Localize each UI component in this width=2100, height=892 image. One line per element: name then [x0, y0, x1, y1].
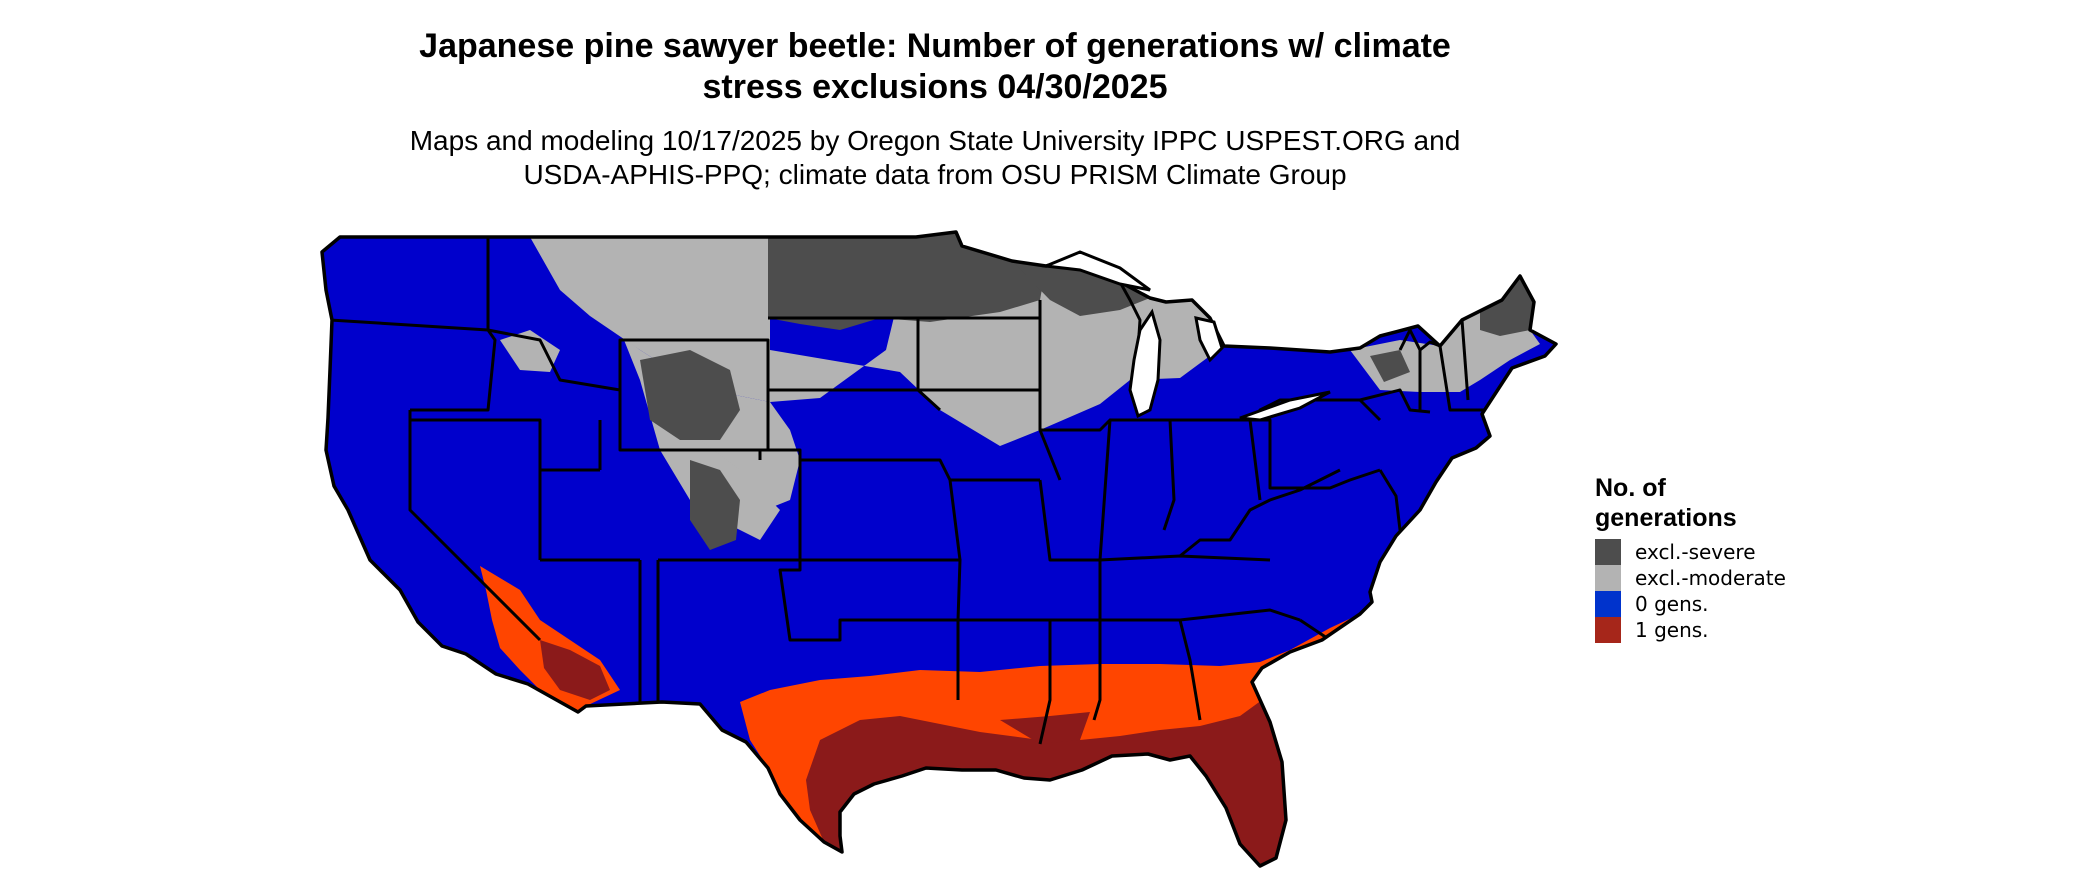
legend-item-1-gens: 1 gens.: [1595, 617, 1786, 643]
legend-item-0-gens: 0 gens.: [1595, 591, 1786, 617]
legend-title-line-2: generations: [1595, 504, 1737, 532]
lake-huron: [1194, 316, 1224, 363]
one-gen-dark-southwest: [540, 640, 610, 700]
subtitle-line-1: Maps and modeling 10/17/2025 by Oregon S…: [409, 125, 1461, 156]
legend-swatch: [1595, 539, 1621, 565]
legend-swatch: [1595, 617, 1621, 643]
legend-label: excl.-moderate: [1635, 566, 1786, 590]
legend: No. of generations excl.-severe excl.-mo…: [1595, 473, 1786, 643]
map-title: Japanese pine sawyer beetle: Number of g…: [380, 26, 1490, 108]
lake-superior: [1040, 250, 1151, 292]
legend-swatch: [1595, 591, 1621, 617]
legend-label: 0 gens.: [1635, 592, 1709, 616]
one-gen-dark-gulf: [806, 700, 1286, 866]
map-subtitle: Maps and modeling 10/17/2025 by Oregon S…: [380, 124, 1490, 192]
us-outline: [320, 230, 1558, 868]
excl-severe-colorado: [690, 460, 740, 550]
legend-title: No. of generations: [1595, 473, 1786, 533]
legend-item-excl-moderate: excl.-moderate: [1595, 565, 1786, 591]
legend-label: 1 gens.: [1635, 618, 1709, 642]
excl-severe-wisconsin: [1012, 258, 1150, 316]
legend-title-line-1: No. of: [1595, 474, 1666, 502]
title-line-2: stress exclusions 04/30/2025: [702, 68, 1168, 106]
legend-label: excl.-severe: [1635, 540, 1756, 564]
lake-michigan: [1128, 308, 1162, 419]
legend-item-excl-severe: excl.-severe: [1595, 539, 1786, 565]
excl-moderate-idaho: [500, 330, 560, 372]
excl-severe-dakotas: [768, 232, 1046, 330]
title-line-1: Japanese pine sawyer beetle: Number of g…: [419, 27, 1451, 65]
legend-swatch: [1595, 565, 1621, 591]
excl-severe-wyoming: [640, 350, 740, 440]
lake-erie: [1239, 390, 1331, 422]
excl-severe-maine: [1480, 276, 1534, 336]
excl-severe-adirondacks: [1370, 350, 1410, 382]
subtitle-line-2: USDA-APHIS-PPQ; climate data from OSU PR…: [523, 159, 1347, 190]
